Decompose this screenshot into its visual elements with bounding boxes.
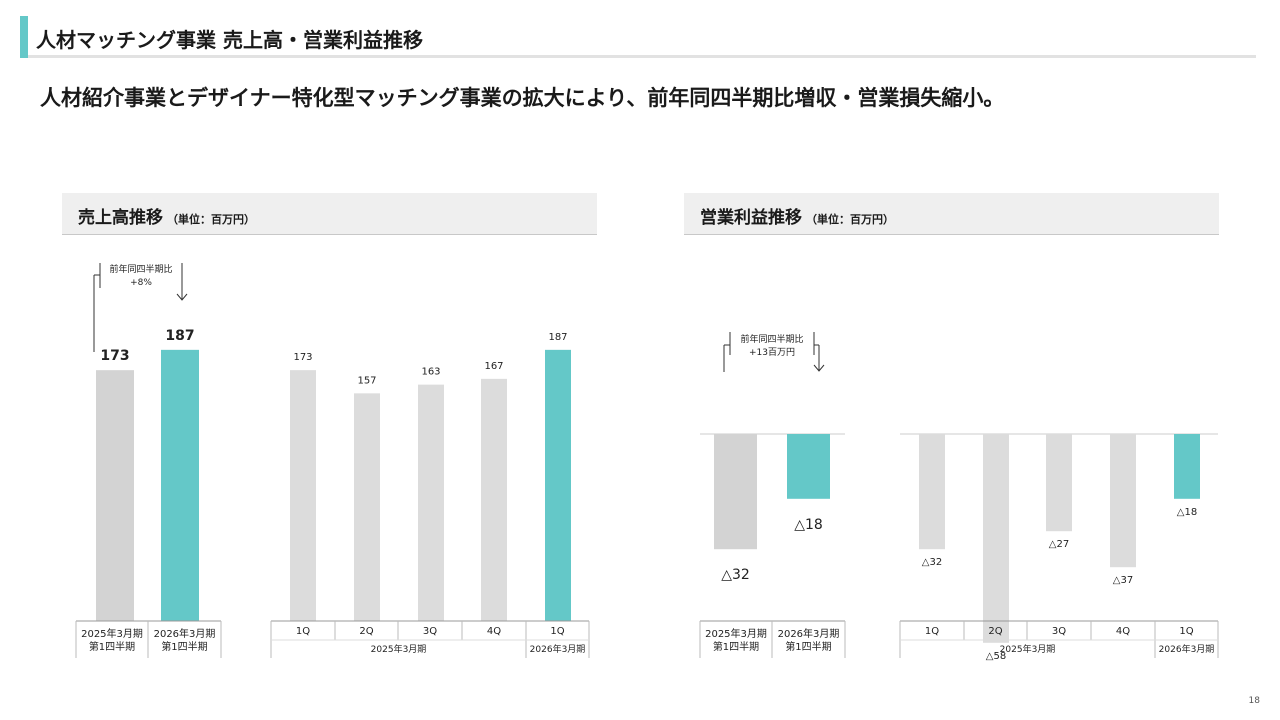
sales-quarter-value-label: 173 bbox=[293, 352, 312, 363]
profit-quarter-value-label: △18 bbox=[1177, 507, 1197, 518]
profit-yoy-category-label: 第1四半期 bbox=[785, 640, 831, 653]
sales-quarter-tick-label: 1Q bbox=[296, 626, 310, 637]
sales-quarter-group-label: 2026年3月期 bbox=[530, 643, 586, 655]
sales-yoy-annotation: 前年同四半期比 bbox=[109, 263, 172, 275]
sales-yoy-value-label: 173 bbox=[100, 348, 129, 364]
profit-quarter-tick-label: 4Q bbox=[1116, 626, 1130, 637]
headline-message: 人材紹介事業とデザイナー特化型マッチング事業の拡大により、前年同四半期比増収・営… bbox=[40, 86, 1005, 110]
profit-quarter-value-label: △37 bbox=[1113, 575, 1133, 586]
profit-quarter-group-label: 2026年3月期 bbox=[1159, 643, 1215, 655]
sales-quarter-bar bbox=[290, 370, 316, 621]
profit-quarter-tick-label: 1Q bbox=[925, 626, 939, 637]
sales-quarter-value-label: 167 bbox=[484, 361, 503, 372]
profit-quarter-tick-label: 3Q bbox=[1052, 626, 1066, 637]
profit-quarter-bar bbox=[1046, 434, 1072, 532]
profit-yoy-bar bbox=[787, 434, 830, 499]
sales-quarter-bar bbox=[354, 393, 380, 621]
title-accent-bar bbox=[20, 16, 28, 58]
sales-quarter-value-label: 157 bbox=[357, 375, 376, 386]
profit-panel-title: 営業利益推移 （単位：百万円） bbox=[700, 203, 894, 228]
sales-yoy-category-label: 第1四半期 bbox=[161, 640, 207, 653]
profit-yoy-value-label: △32 bbox=[721, 567, 750, 583]
profit-quarter-value-label: △58 bbox=[986, 651, 1006, 662]
profit-quarter-bar bbox=[1174, 434, 1200, 499]
sales-yoy-category-label: 第1四半期 bbox=[89, 640, 135, 653]
sales-quarter-value-label: 163 bbox=[421, 367, 440, 378]
sales-title-text: 売上高推移 bbox=[78, 208, 163, 228]
profit-quarter-group-label: 2025年3月期 bbox=[1000, 643, 1056, 655]
sales-quarter-tick-label: 4Q bbox=[487, 626, 501, 637]
sales-quarter-bar bbox=[418, 384, 444, 621]
sales-yoy-bar bbox=[96, 370, 134, 621]
sales-quarter-group-label: 2025年3月期 bbox=[371, 643, 427, 655]
profit-quarter-tick-label: 2Q bbox=[988, 626, 1002, 637]
profit-unit-label: （単位：百万円） bbox=[806, 213, 894, 226]
sales-quarter-value-label: 187 bbox=[548, 332, 567, 343]
sales-quarter-tick-label: 3Q bbox=[423, 626, 437, 637]
slide-title-bar: 人材マッチング事業 売上高・営業利益推移 bbox=[20, 16, 1256, 58]
sales-yoy-bar bbox=[161, 349, 199, 621]
sales-quarter-tick-label: 2Q bbox=[359, 626, 373, 637]
sales-quarter-bar bbox=[545, 349, 571, 621]
sales-panel-title: 売上高推移 （単位：百万円） bbox=[78, 203, 255, 228]
profit-yoy-annotation: 前年同四半期比 bbox=[740, 333, 803, 345]
profit-yoy-annotation: +13百万円 bbox=[749, 347, 795, 358]
profit-yoy-value-label: △18 bbox=[794, 517, 823, 533]
profit-panel-header: 営業利益推移 （単位：百万円） bbox=[684, 193, 1219, 235]
profit-quarter-tick-label: 1Q bbox=[1179, 626, 1193, 637]
profit-quarter-value-label: △32 bbox=[922, 557, 942, 568]
profit-yoy-category-label: 2025年3月期 bbox=[705, 627, 767, 640]
sales-panel-header: 売上高推移 （単位：百万円） bbox=[62, 193, 597, 235]
slide-title: 人材マッチング事業 売上高・営業利益推移 bbox=[36, 28, 423, 52]
profit-yoy-category-label: 第1四半期 bbox=[713, 640, 759, 653]
profit-yoy-category-label: 2026年3月期 bbox=[778, 627, 840, 640]
sales-yoy-category-label: 2026年3月期 bbox=[154, 627, 216, 640]
sales-yoy-annotation: +8% bbox=[130, 278, 152, 288]
profit-quarter-bar bbox=[1110, 434, 1136, 568]
sales-yoy-arrow-head bbox=[176, 293, 188, 301]
sales-unit-label: （単位：百万円） bbox=[167, 213, 255, 226]
page-number: 18 bbox=[1248, 696, 1260, 706]
profit-title-text: 営業利益推移 bbox=[700, 208, 802, 228]
profit-quarter-bar bbox=[983, 434, 1009, 643]
sales-quarter-tick-label: 1Q bbox=[550, 626, 564, 637]
profit-yoy-bar bbox=[714, 434, 757, 550]
sales-quarter-bar bbox=[481, 378, 507, 621]
sales-yoy-value-label: 187 bbox=[165, 328, 194, 344]
sales-yoy-category-label: 2025年3月期 bbox=[81, 627, 143, 640]
profit-yoy-arrow-head bbox=[813, 364, 825, 372]
profit-quarter-value-label: △27 bbox=[1049, 539, 1069, 550]
profit-quarter-bar bbox=[919, 434, 945, 550]
